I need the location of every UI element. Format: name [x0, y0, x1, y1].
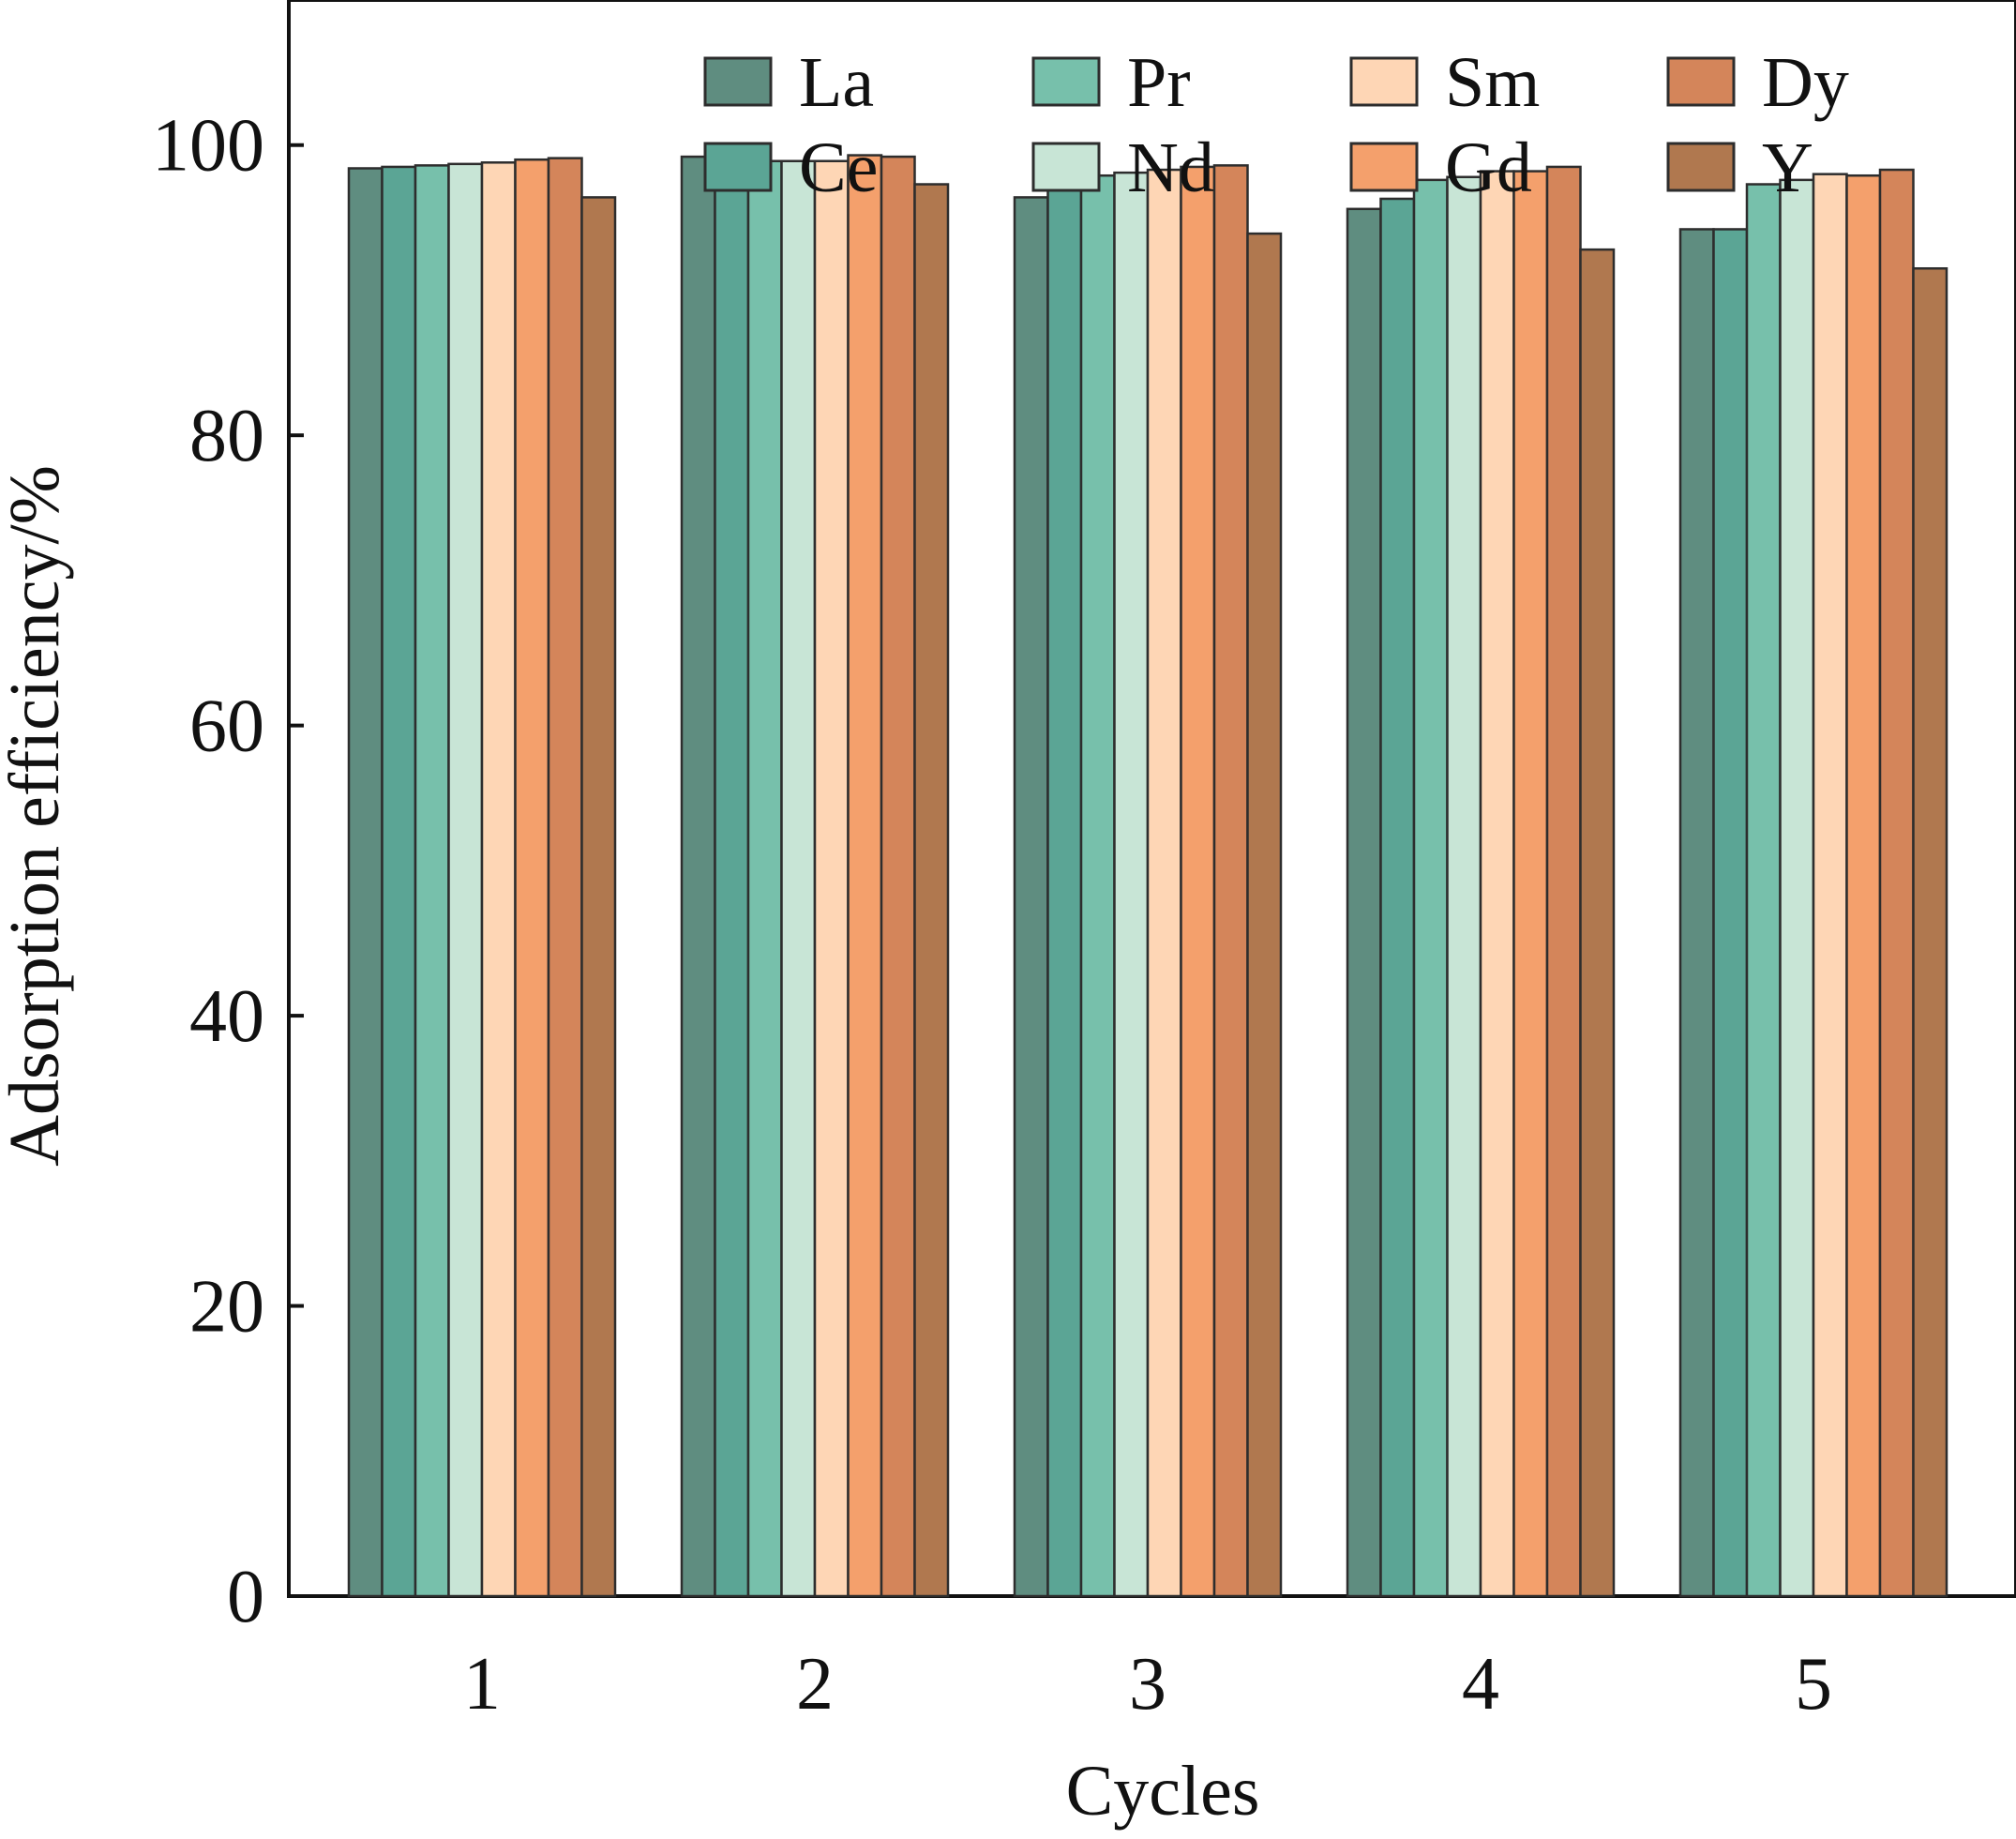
x-axis-title: Cycles [1066, 1752, 1260, 1831]
y-tick-label: 80 [189, 395, 264, 477]
bar-y-cycle-2 [913, 183, 950, 1598]
bar-gd-cycle-1 [514, 158, 550, 1598]
bar-ce-cycle-5 [1712, 228, 1749, 1598]
x-tick-label: 1 [463, 1643, 501, 1726]
x-tick-label: 3 [1129, 1643, 1166, 1726]
bar-dy-cycle-1 [547, 157, 583, 1598]
bar-pr-cycle-2 [746, 159, 783, 1598]
bar-la-cycle-5 [1678, 228, 1715, 1598]
y-tick-label: 20 [189, 1266, 264, 1349]
bar-y-cycle-3 [1246, 232, 1283, 1598]
x-tick-label: 4 [1462, 1643, 1499, 1726]
bar-ce-cycle-1 [381, 165, 417, 1598]
y-tick-label: 60 [189, 686, 264, 768]
bar-y-cycle-1 [580, 196, 617, 1598]
legend-label-ce: Ce [799, 128, 878, 207]
bar-pr-cycle-4 [1412, 178, 1449, 1598]
bar-dy-cycle-2 [880, 155, 916, 1598]
legend-label-la: La [799, 43, 874, 122]
bar-la-cycle-1 [347, 167, 384, 1598]
bar-sm-cycle-3 [1146, 168, 1182, 1598]
legend-swatch-y [1666, 142, 1736, 192]
bar-y-cycle-5 [1912, 266, 1948, 1598]
y-tick-label: 100 [152, 105, 264, 188]
bar-ce-cycle-2 [714, 157, 750, 1598]
bar-la-cycle-3 [1013, 196, 1049, 1598]
bar-nd-cycle-1 [447, 162, 484, 1598]
bar-dy-cycle-4 [1545, 165, 1582, 1598]
bar-ce-cycle-3 [1046, 188, 1083, 1598]
x-tick-label: 5 [1795, 1643, 1832, 1726]
legend-label-nd: Nd [1127, 128, 1214, 207]
legend-swatch-dy [1666, 56, 1736, 107]
bar-pr-cycle-3 [1079, 173, 1116, 1598]
bar-series [347, 154, 1948, 1598]
bar-sm-cycle-5 [1812, 173, 1848, 1598]
bar-dy-cycle-5 [1878, 168, 1915, 1598]
bar-nd-cycle-5 [1779, 178, 1815, 1598]
bar-dy-cycle-3 [1212, 164, 1249, 1598]
bar-gd-cycle-2 [847, 154, 883, 1598]
bar-pr-cycle-5 [1745, 183, 1782, 1598]
x-axis-ticks: 1 2 3 4 5 [463, 1643, 1832, 1726]
legend-swatch-sm [1349, 56, 1419, 107]
legend-swatch-pr [1031, 56, 1101, 107]
legend-label-sm: Sm [1445, 43, 1540, 122]
legend-label-dy: Dy [1762, 43, 1849, 122]
legend-swatch-la [703, 56, 773, 107]
y-axis-ticks: 0 20 40 60 80 100 [152, 105, 304, 1638]
legend-label-gd: Gd [1445, 128, 1532, 207]
legend-swatch-gd [1349, 142, 1419, 192]
bar-sm-cycle-1 [480, 161, 517, 1598]
bar-ce-cycle-4 [1379, 197, 1416, 1598]
bar-y-cycle-4 [1579, 248, 1616, 1598]
legend-swatch-nd [1031, 142, 1101, 192]
legend-label-pr: Pr [1127, 43, 1191, 122]
legend-label-y: Y [1762, 128, 1813, 207]
bar-nd-cycle-4 [1446, 175, 1482, 1598]
bar-sm-cycle-2 [813, 159, 850, 1598]
bar-gd-cycle-5 [1845, 173, 1882, 1598]
bar-gd-cycle-3 [1180, 165, 1216, 1598]
bar-la-cycle-4 [1346, 207, 1382, 1598]
y-axis-title: Adsorption efficiency/% [0, 465, 74, 1167]
y-tick-label: 40 [189, 975, 264, 1058]
bar-sm-cycle-4 [1479, 170, 1515, 1598]
bar-nd-cycle-3 [1113, 171, 1150, 1598]
bar-nd-cycle-2 [780, 159, 817, 1598]
x-tick-label: 2 [796, 1643, 834, 1726]
bar-gd-cycle-4 [1512, 170, 1549, 1598]
bar-la-cycle-2 [680, 155, 716, 1598]
legend-swatch-ce [703, 142, 773, 192]
bar-pr-cycle-1 [414, 164, 450, 1598]
y-tick-label: 0 [227, 1556, 264, 1638]
